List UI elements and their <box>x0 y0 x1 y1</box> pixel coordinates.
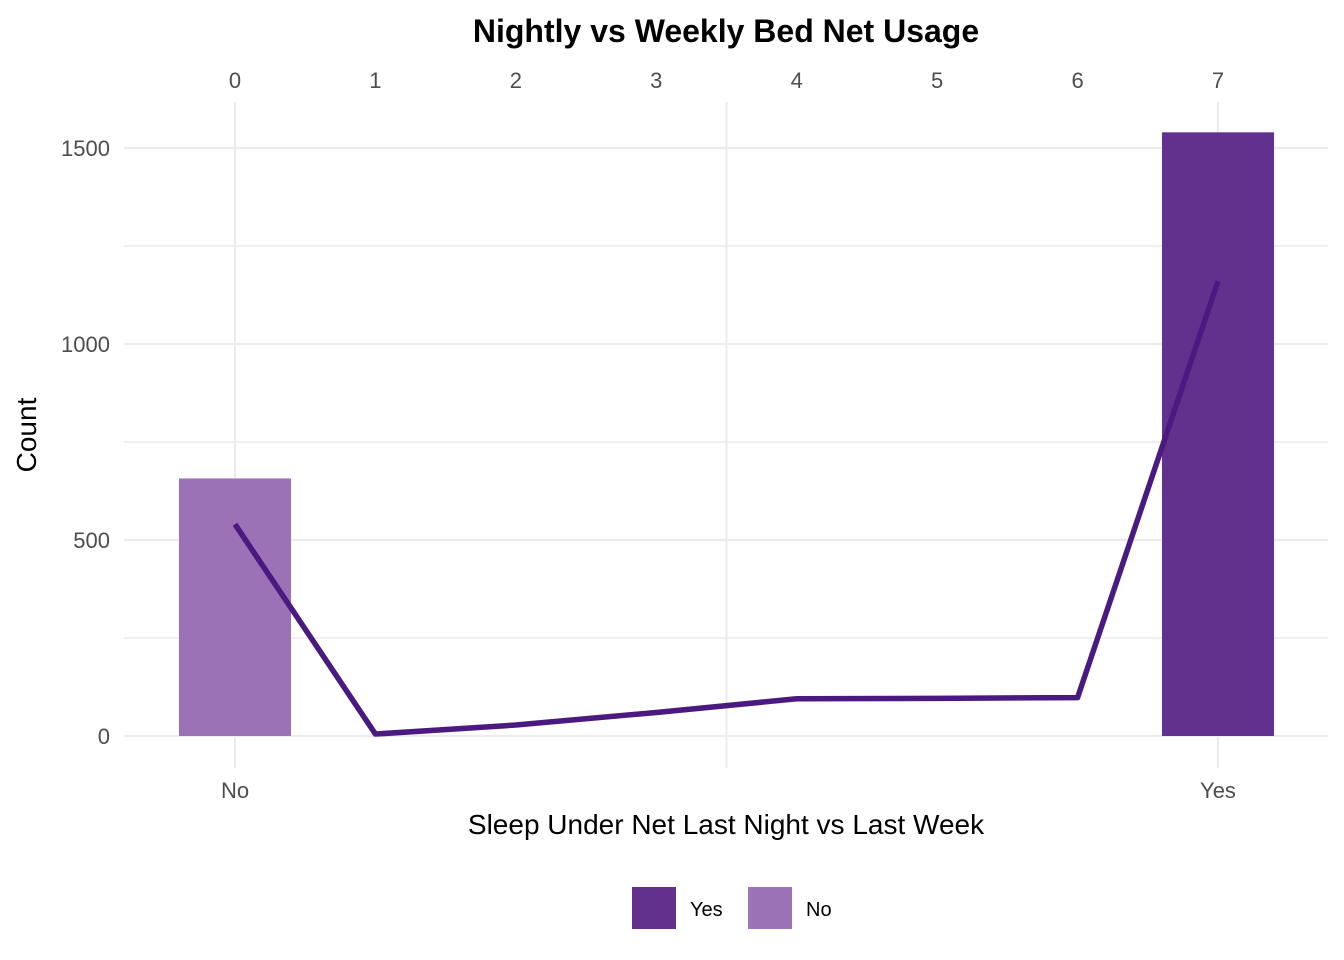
legend: Yes No <box>632 887 832 929</box>
top-x-tick-label: 0 <box>229 68 241 93</box>
grid-lines <box>124 102 1328 768</box>
bottom-x-tick-label: Yes <box>1200 778 1236 803</box>
bottom-x-tick-label: No <box>221 778 249 803</box>
chart-title: Nightly vs Weekly Bed Net Usage <box>473 13 979 49</box>
top-x-tick-label: 1 <box>369 68 381 93</box>
y-tick-label: 500 <box>73 528 110 553</box>
top-x-axis-ticks: 0 1 2 3 4 5 6 7 <box>229 68 1224 93</box>
y-tick-label: 0 <box>98 724 110 749</box>
x-axis-label: Sleep Under Net Last Night vs Last Week <box>468 809 985 840</box>
top-x-tick-label: 6 <box>1071 68 1083 93</box>
top-x-tick-label: 4 <box>791 68 803 93</box>
y-tick-label: 1500 <box>61 136 110 161</box>
y-axis-ticks: 0 500 1000 1500 <box>61 136 110 749</box>
bar-yes <box>1162 132 1274 736</box>
top-x-tick-label: 2 <box>510 68 522 93</box>
y-axis-label: Count <box>11 397 42 472</box>
top-x-tick-label: 7 <box>1212 68 1224 93</box>
bar-no <box>179 478 291 736</box>
top-x-tick-label: 5 <box>931 68 943 93</box>
y-tick-label: 1000 <box>61 332 110 357</box>
legend-label-no: No <box>806 899 832 921</box>
bar-series <box>179 132 1274 736</box>
top-x-tick-label: 3 <box>650 68 662 93</box>
line-series <box>232 280 1221 737</box>
legend-label-yes: Yes <box>690 899 723 921</box>
bottom-x-axis-ticks: No Yes <box>221 778 1236 803</box>
legend-swatch-no <box>748 887 792 929</box>
legend-swatch-yes <box>632 887 676 929</box>
usage-line <box>232 280 1221 737</box>
